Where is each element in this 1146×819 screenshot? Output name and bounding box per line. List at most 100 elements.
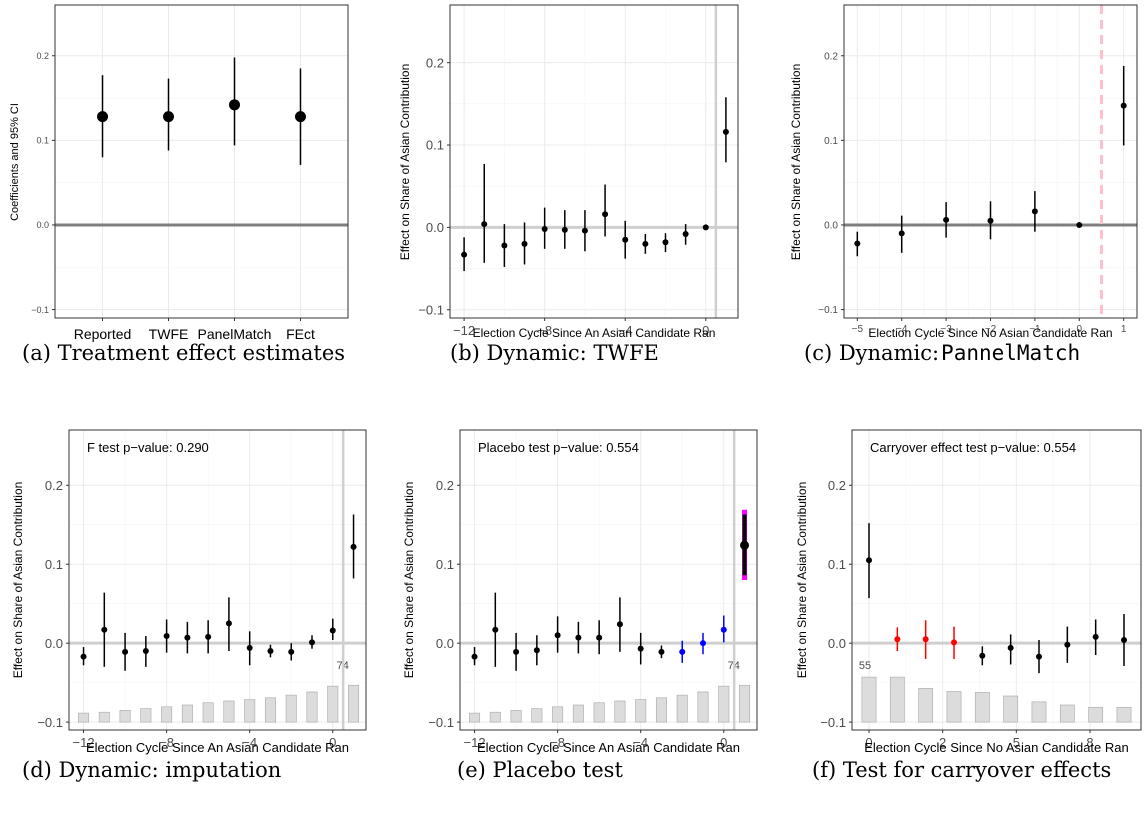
y-tick-label: 0.0 xyxy=(828,636,846,651)
point-estimate xyxy=(205,633,212,640)
count-bars xyxy=(469,684,751,723)
point-estimate xyxy=(987,217,994,224)
x-axis-label: Election Cycle Since An Asian Candidate … xyxy=(477,740,740,755)
count-bar xyxy=(739,684,751,723)
count-bar xyxy=(655,697,667,723)
estimates xyxy=(80,514,357,671)
point-estimate xyxy=(80,653,87,660)
y-tick-label: 0.2 xyxy=(426,55,444,70)
count-bar xyxy=(264,697,276,723)
point-estimate xyxy=(894,636,901,643)
y-axis-label: Effect on Share of Asian Contribution xyxy=(402,482,416,679)
plot-border xyxy=(54,4,349,319)
y-tick-label: 0.0 xyxy=(436,636,454,651)
count-bar xyxy=(718,685,730,723)
x-tick-label: 0 xyxy=(1077,324,1083,335)
count-bar xyxy=(676,694,688,723)
count-bar xyxy=(140,708,152,723)
x-tick-label: FEct xyxy=(286,326,315,342)
count-bars xyxy=(78,684,360,723)
count-bar xyxy=(861,676,877,723)
panel-caption: (e) Placebo test xyxy=(457,758,623,782)
count-bar xyxy=(348,684,360,723)
x-tick-label: −8 xyxy=(550,735,565,750)
point-estimate xyxy=(561,226,568,233)
grid xyxy=(460,430,757,730)
point-estimate xyxy=(1036,653,1042,660)
x-tick-label: 0 xyxy=(702,323,709,338)
y-ticks: −0.1 0.0 0.1 0.2 xyxy=(37,478,69,730)
point-estimate xyxy=(642,240,649,247)
x-ticks: −12 −8 −4 0 xyxy=(73,730,336,750)
count-bar xyxy=(1088,706,1104,723)
point-estimate xyxy=(492,626,499,633)
x-tick-label: −4 xyxy=(242,735,257,750)
y-ticks: −0.1 0.0 0.1 0.2 xyxy=(820,478,852,730)
panel-caption: (d) Dynamic: imputation xyxy=(22,758,281,782)
count-bar xyxy=(1059,704,1075,723)
count-bar xyxy=(614,700,626,723)
count-bar xyxy=(244,699,256,723)
estimates xyxy=(854,65,1127,257)
y-axis-label: Effect on Share of Asian Contribution xyxy=(11,482,25,679)
point-estimate xyxy=(622,236,629,243)
y-tick-label: 0.2 xyxy=(36,51,49,61)
estimates xyxy=(97,57,306,165)
count-bar xyxy=(306,691,318,723)
point-estimate xyxy=(288,648,295,655)
y-tick-label: 0.1 xyxy=(824,136,838,147)
count-bar xyxy=(697,691,709,723)
plot-background xyxy=(55,5,348,318)
count-bar xyxy=(593,702,605,723)
point-estimate xyxy=(1092,633,1099,640)
point-estimate xyxy=(943,216,950,223)
y-tick-label: −0.1 xyxy=(418,302,444,317)
point-estimate xyxy=(533,647,540,654)
point-estimate xyxy=(329,627,336,634)
point-estimate xyxy=(658,648,665,655)
point-estimate xyxy=(461,251,468,258)
count-bar xyxy=(119,710,131,723)
point-estimate xyxy=(1120,102,1127,109)
x-tick-label: PanelMatch xyxy=(198,326,272,342)
y-axis-label: Coefficients and 95% CI xyxy=(9,103,21,221)
panel-caption: (a) Treatment effect estimates xyxy=(22,341,345,365)
x-axis-label: Election Cycle Since An Asian Candidate … xyxy=(86,740,349,755)
x-ticks: Reported TWFE PanelMatch FEct xyxy=(74,318,315,342)
count-bars xyxy=(861,676,1132,723)
x-tick-label: −4 xyxy=(896,324,908,335)
point-estimate xyxy=(1076,221,1083,228)
point-estimate xyxy=(866,557,872,564)
point-estimate xyxy=(898,230,905,237)
point-estimate xyxy=(979,652,986,659)
panel-a: −0.1 0.0 0.1 0.2 Reported TWFE PanelMatch FEct C… xyxy=(9,4,349,365)
count-bar xyxy=(510,710,522,723)
y-tick-label: 0.0 xyxy=(824,221,838,232)
x-tick-label: −2 xyxy=(985,324,997,335)
point-estimate xyxy=(225,620,232,627)
x-tick-label: Reported xyxy=(74,326,132,342)
point-estimate xyxy=(521,240,528,247)
point-estimate xyxy=(142,648,149,655)
y-tick-label: 0.1 xyxy=(36,136,49,146)
count-bar xyxy=(572,704,584,723)
x-tick-label: 2 xyxy=(939,735,946,750)
y-tick-label: 0.2 xyxy=(828,478,846,493)
y-axis-label: Effect on Share of Asian Contribution xyxy=(789,64,803,261)
point-estimate xyxy=(501,242,508,249)
panel-caption: (b) Dynamic: TWFE xyxy=(450,341,659,365)
y-ticks: −0.1 0.0 0.1 0.2 xyxy=(31,51,55,315)
point-estimate xyxy=(513,648,520,655)
point-estimate xyxy=(163,633,170,640)
point-estimate xyxy=(581,227,588,234)
count-bar xyxy=(78,712,90,723)
point-estimate xyxy=(246,644,253,651)
x-ticks: −12 −8 −4 0 xyxy=(453,318,709,338)
panel-caption-mono: PannelMatch xyxy=(941,341,1080,365)
x-tick-label: −1 xyxy=(1029,324,1041,335)
x-tick-label: −8 xyxy=(159,735,174,750)
point-estimate xyxy=(101,626,108,633)
point-estimate xyxy=(720,626,727,633)
